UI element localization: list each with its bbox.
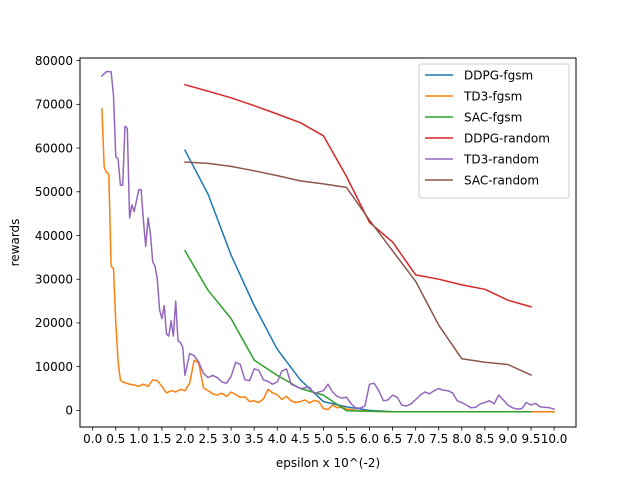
axes-frame <box>79 57 577 428</box>
legend-label: TD3-random <box>463 152 539 166</box>
x-tick-label: 3.5 <box>245 432 264 446</box>
y-tick-label: 60000 <box>35 141 73 155</box>
legend-label: DDPG-random <box>464 131 550 145</box>
x-tick-label: 4.0 <box>268 432 287 446</box>
x-tick-label: 6.0 <box>360 432 379 446</box>
x-tick-label: 9.5 <box>521 432 540 446</box>
legend-label: TD3-fgsm <box>463 89 522 103</box>
x-tick-label: 6.5 <box>383 432 402 446</box>
legend-box <box>418 63 570 199</box>
x-tick-label: 7.5 <box>429 432 448 446</box>
series-line-td3-fgsm <box>101 107 555 413</box>
x-tick-label: 1.5 <box>152 432 171 446</box>
series-line-td3-random <box>100 70 556 411</box>
x-tick-label: 5.0 <box>314 432 333 446</box>
legend-label: DDPG-fgsm <box>464 68 533 82</box>
legend-label: SAC-fgsm <box>464 110 522 124</box>
y-axis-label: rewards <box>8 219 22 267</box>
legend-label: SAC-random <box>464 173 539 187</box>
y-tick-label: 80000 <box>35 54 73 68</box>
y-tick-label: 30000 <box>35 273 73 287</box>
x-tick-label: 7.0 <box>406 432 425 446</box>
x-tick-label: 8.5 <box>475 432 494 446</box>
series-layer <box>100 70 556 413</box>
x-axis-label: epsilon x 10^(-2) <box>276 456 380 470</box>
x-tick-label: 3.0 <box>222 432 241 446</box>
series-line-sac-fgsm <box>183 249 532 413</box>
x-tick-label: 1.0 <box>129 432 148 446</box>
x-tick-label: 4.5 <box>291 432 310 446</box>
y-tick-label: 70000 <box>35 98 73 112</box>
x-tick-label: 2.5 <box>198 432 217 446</box>
x-tick-label: 10.0 <box>541 432 568 446</box>
y-axis-ticks: 0 10000 20000 30000 40000 50000 60000 70000 8000… <box>35 54 80 418</box>
y-tick-label: 0 <box>65 404 73 418</box>
y-tick-label: 40000 <box>35 229 73 243</box>
x-tick-label: 8.0 <box>452 432 471 446</box>
legend: DDPG-fgsm TD3-fgsm SAC-fgsm DDPG-random TD3-… <box>418 63 570 199</box>
x-tick-label: 0.5 <box>106 432 125 446</box>
y-tick-label: 10000 <box>35 360 73 374</box>
y-tick-label: 50000 <box>35 185 73 199</box>
series-line-ddpg-random <box>184 83 532 308</box>
x-tick-label: 9.0 <box>498 432 517 446</box>
x-tick-label: 5.5 <box>337 432 356 446</box>
x-tick-label: 0.0 <box>83 432 102 446</box>
x-tick-label: 2.0 <box>175 432 194 446</box>
x-axis-ticks: 0.0 0.5 1.0 1.5 2.0 2.5 3.0 3.5 4.0 4.5 5.0 5.5 6.0 6… <box>83 427 567 446</box>
y-tick-label: 20000 <box>35 316 73 330</box>
series-line-sac-random <box>184 161 532 376</box>
